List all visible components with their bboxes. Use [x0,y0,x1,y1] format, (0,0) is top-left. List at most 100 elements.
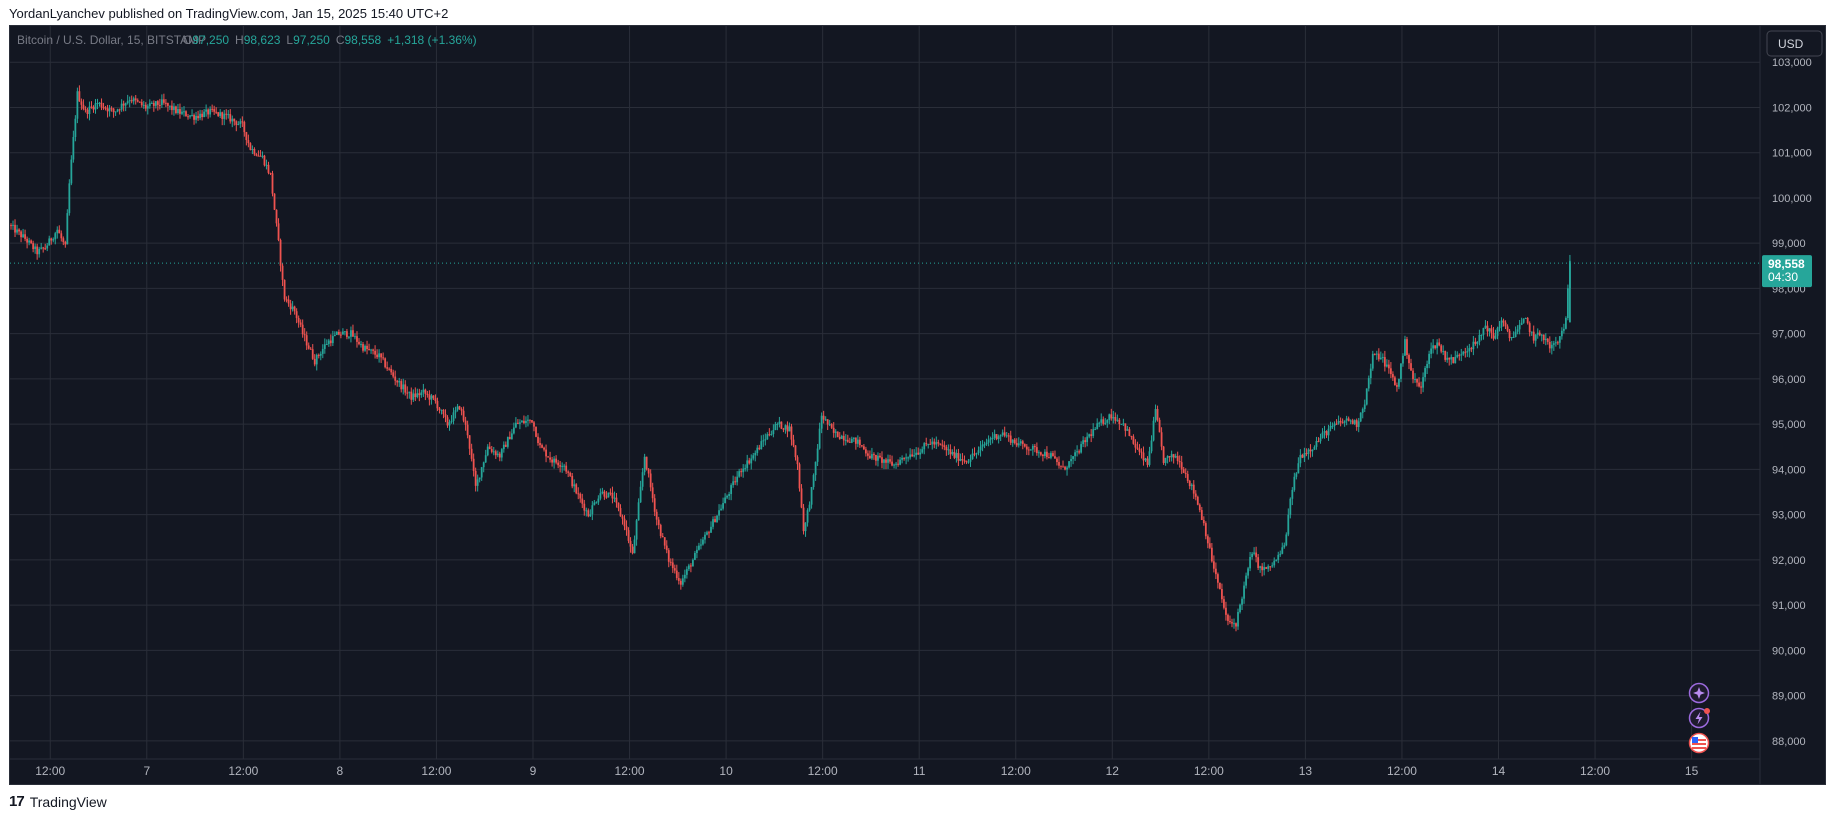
tradingview-brand[interactable]: TradingView [29,793,107,810]
candle [134,95,137,105]
candle [1440,344,1443,354]
tradingview-logo[interactable]: 17 [9,793,25,810]
candle [854,437,857,450]
candle-body [925,443,928,445]
candle-body [748,460,751,464]
candle [150,101,153,104]
candle-body [1249,556,1251,569]
candle-body [533,422,535,427]
candle-body [1180,462,1183,470]
candle [1092,423,1095,439]
candle-body [1186,474,1189,481]
candle-body [313,358,316,365]
candle [1359,412,1362,423]
candle [229,109,232,124]
lightning-icon[interactable] [1688,707,1711,729]
candle [812,473,815,490]
candle [1158,417,1161,433]
candle-body [1271,565,1274,567]
candle-body [436,400,439,409]
candle-body [963,460,966,462]
time-tick-label: 15 [1685,764,1699,778]
candle [1510,336,1513,341]
candle-body [261,155,264,157]
us-flag-icon[interactable] [1688,732,1710,754]
candle-body [197,115,199,119]
candle-body [921,449,924,453]
candle-body [42,247,45,249]
candle-body [1480,334,1483,336]
candle-body [344,331,346,333]
candle [420,389,423,398]
currency-button[interactable]: USD [1766,30,1823,57]
candle [1118,418,1121,431]
candle [217,111,220,117]
candle-body [579,493,582,499]
candle-body [1184,472,1187,475]
sparkle-icon[interactable] [1688,682,1710,704]
candle-body [1520,322,1523,325]
candle [1052,450,1054,457]
candle-body [350,330,352,337]
candle-body [873,454,875,456]
candle-body [561,465,564,467]
candle-body [1210,547,1213,562]
candle-body [408,391,411,393]
candle [746,454,749,472]
candle-body [806,510,809,523]
candle-body [708,532,710,534]
candle [26,236,28,249]
candle [718,504,720,521]
candle [625,520,628,536]
candle-body [1394,377,1396,386]
candle-body [1174,455,1177,458]
candle [780,421,783,430]
candle [1210,543,1213,563]
candle-body [335,331,338,335]
candle [1442,345,1445,356]
candle [1281,542,1284,555]
candle [1398,378,1400,390]
candle-body [1389,368,1392,375]
candle [633,535,636,554]
candle-body [1031,446,1034,450]
candle-body [386,367,389,369]
candle [267,161,270,175]
candle [171,100,173,115]
candle-body [1363,404,1366,410]
candle [484,449,487,464]
candle [770,430,773,436]
candle-body [1522,318,1525,323]
candle-body [124,103,127,106]
candle [1532,325,1535,344]
candle-body [253,149,256,155]
candle [1080,441,1083,454]
candle [364,344,366,352]
candle-body [569,472,572,476]
candle [1432,339,1435,354]
candle-body [937,442,940,444]
candle [800,484,803,509]
candle [245,131,248,146]
candle-body [750,458,753,464]
candle-body [78,91,81,102]
candle [909,448,912,460]
candle-body [897,463,899,465]
time-tick-label: 12:00 [1387,764,1417,778]
candle [1516,325,1519,335]
candle [1086,432,1089,447]
chart-frame[interactable] [9,25,1826,785]
candle-body [567,471,570,473]
candle [1263,562,1266,576]
candle-body [1138,448,1141,452]
candle-body [1418,382,1420,387]
candle-body [380,353,383,358]
candle [1013,438,1016,445]
candle-body [400,381,403,390]
candle [535,426,537,438]
candle-body [529,419,531,421]
candle [1552,340,1555,351]
candle-body [585,510,588,512]
candle [1347,416,1350,422]
